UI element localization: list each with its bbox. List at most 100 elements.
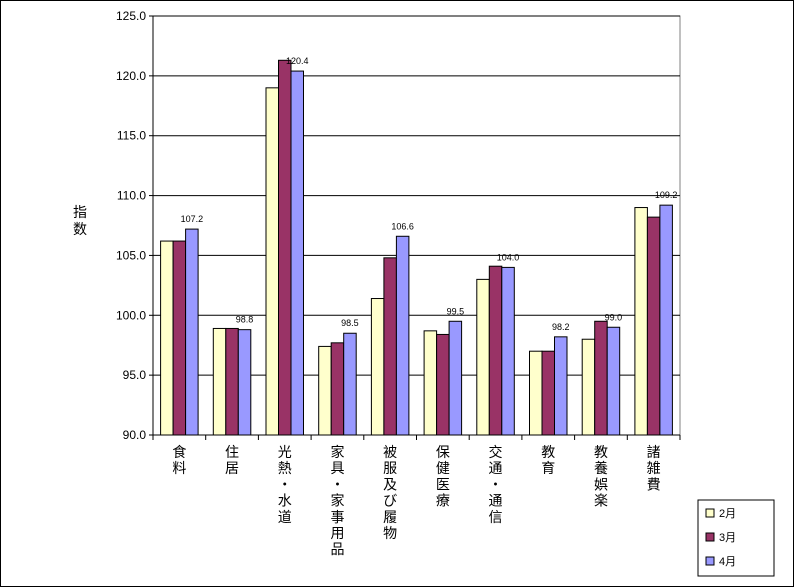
y-axis-label: 指数 (73, 205, 87, 238)
category-label-char: 道 (278, 510, 292, 526)
category-label-char: 物 (383, 526, 397, 542)
category-label-char: 被 (383, 445, 397, 461)
legend-label: 4月 (719, 556, 736, 568)
data-label: 109.2 (655, 190, 678, 200)
data-label: 98.2 (552, 322, 570, 332)
bar-1-10 (634, 207, 648, 436)
legend-label: 2月 (719, 508, 736, 520)
category-label-char: 保 (436, 445, 450, 461)
bar-1-2 (212, 327, 227, 436)
category-label-char: 娯 (594, 477, 608, 493)
bar-3-3 (290, 70, 304, 436)
category-label-char: 費 (647, 477, 661, 493)
bar-2-3 (278, 59, 292, 436)
bar-2-8 (541, 350, 555, 436)
bar-2-4 (330, 342, 345, 436)
bar-2-10 (646, 216, 661, 436)
category-label-char: ・ (330, 477, 344, 493)
bar-2-7 (488, 265, 503, 436)
category-label-char: 諸 (647, 445, 661, 461)
category-label-char: 信 (489, 510, 503, 526)
category-label-char: び (383, 494, 397, 510)
bar-1-4 (318, 345, 332, 436)
bar-3-10 (659, 204, 673, 436)
category-label-char: 服 (383, 461, 397, 477)
category-label-char: 教 (594, 445, 608, 461)
category-label-char: ・ (489, 477, 503, 493)
bar-3-7 (501, 266, 515, 436)
legend-swatch (705, 532, 715, 542)
legend-label: 3月 (719, 532, 736, 544)
legend: 2月 3月 4月 (697, 499, 775, 577)
category-label-char: 交 (489, 444, 503, 461)
category-label-char: 通 (489, 461, 503, 477)
category-label-char: 育 (541, 461, 555, 477)
category-label-char: 事 (330, 510, 344, 526)
bar-1-3 (265, 87, 279, 436)
category-label-char: 用 (330, 526, 344, 542)
category-label-char: 水 (278, 494, 292, 510)
data-label: 99.0 (605, 312, 623, 322)
bar-2-9 (594, 320, 608, 436)
y-tick-label: 105.0 (116, 248, 146, 262)
bar-3-9 (606, 326, 621, 436)
category-label-char: 家 (330, 493, 344, 510)
category-label-char: 食 (172, 444, 186, 461)
category-label-char: 料 (172, 461, 186, 477)
category-label-char: 具 (330, 461, 344, 477)
bar-1-9 (581, 338, 596, 436)
bar-2-2 (225, 327, 239, 436)
data-label: 106.6 (391, 221, 414, 231)
y-axis-label-char: 数 (73, 222, 87, 238)
category-label-char: 健 (436, 461, 450, 477)
category-label-char: 養 (594, 460, 608, 477)
y-tick-label: 95.0 (123, 368, 147, 382)
y-tick-label: 90.0 (123, 428, 147, 442)
y-tick-label: 125.0 (116, 9, 146, 23)
legend-swatch (705, 556, 715, 566)
bar-2-6 (436, 333, 450, 436)
category-label-char: 医 (436, 477, 450, 493)
bar-3-4 (343, 332, 357, 436)
category-label-char: 居 (225, 461, 239, 477)
data-label: 107.2 (181, 214, 204, 224)
category-label-char: 光 (278, 445, 292, 461)
category-label-char: 熱 (278, 461, 292, 477)
bar-3-6 (448, 320, 463, 436)
data-label: 98.8 (236, 315, 254, 325)
bar-2-5 (383, 257, 397, 436)
y-tick-label: 115.0 (117, 129, 146, 143)
category-label-char: 通 (489, 494, 503, 510)
bar-1-6 (423, 330, 438, 436)
category-label-char: 住 (225, 445, 239, 461)
legend-swatch (705, 508, 715, 518)
bar-1-7 (476, 278, 490, 436)
bar-3-2 (237, 329, 252, 436)
category-label-char: 家 (330, 444, 344, 461)
bars (160, 59, 673, 436)
category-label-char: 療 (436, 493, 450, 510)
y-tick-label: 110.0 (117, 189, 146, 203)
category-label-char: 楽 (594, 494, 608, 510)
bar-3-1 (185, 228, 199, 436)
data-label: 104.0 (497, 252, 520, 262)
bar-1-1 (160, 240, 174, 436)
category-label-char: 及 (383, 477, 397, 493)
y-tick-label: 100.0 (116, 308, 146, 322)
category-label-char: 教 (541, 445, 555, 461)
category-label-char: 履 (383, 510, 397, 526)
labels: 107.2食料98.8住居120.4光熱・水道98.5家具・家事用品106.6被… (172, 56, 677, 558)
bar-1-8 (529, 350, 543, 436)
bar-3-8 (554, 336, 568, 436)
y-axis-label-char: 指 (73, 205, 87, 221)
y-tick-label: 120.0 (116, 69, 146, 83)
data-label: 99.5 (447, 306, 465, 316)
category-label-char: 品 (330, 542, 344, 558)
data-label: 120.4 (286, 56, 309, 66)
axes: 90.0 95.0 100.0 105.0 110.0 115.0 120.0 125.0 (116, 9, 681, 442)
bar-3-5 (395, 235, 410, 436)
bar-2-1 (172, 240, 187, 436)
category-label-char: ・ (278, 477, 292, 493)
data-label: 98.5 (341, 318, 359, 328)
